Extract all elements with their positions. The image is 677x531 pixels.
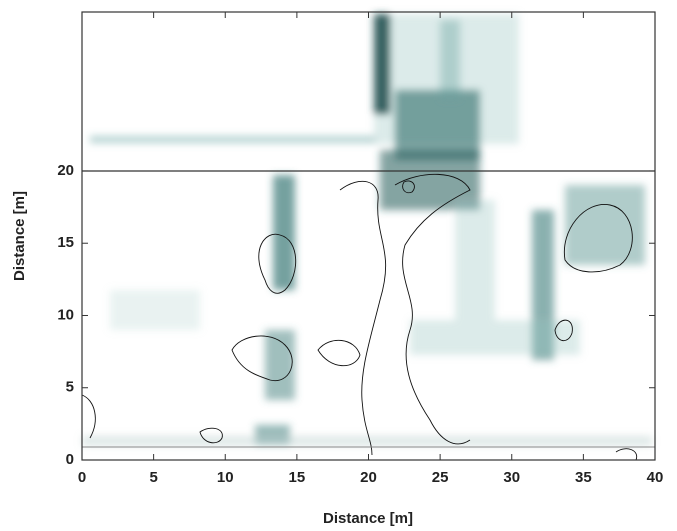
y-axis-label: Distance [m] — [11, 191, 28, 281]
x-tick-label: 30 — [503, 469, 520, 486]
contour — [563, 204, 633, 273]
contour — [554, 319, 573, 341]
x-tick-label: 0 — [78, 469, 86, 486]
intensity-field — [82, 14, 652, 446]
x-axis-label: Distance [m] — [323, 510, 413, 527]
contour — [258, 233, 297, 294]
contour — [317, 340, 361, 367]
y-tick-label: 5 — [66, 379, 74, 396]
contour — [394, 173, 471, 445]
contour — [615, 448, 638, 461]
x-tick-label: 5 — [149, 469, 157, 486]
y-tick-label: 0 — [66, 451, 74, 468]
contour — [81, 394, 96, 439]
x-tick-label: 20 — [360, 469, 377, 486]
x-tick-label: 25 — [432, 469, 449, 486]
y-tick-label: 10 — [57, 306, 74, 323]
contour — [402, 180, 415, 194]
x-tick-label: 10 — [217, 469, 234, 486]
contour — [231, 335, 293, 382]
contour — [199, 427, 223, 444]
x-tick-label: 35 — [575, 469, 592, 486]
contours — [81, 173, 638, 461]
y-tick-label: 15 — [57, 234, 74, 251]
y-tick-label: 20 — [57, 162, 74, 179]
x-tick-label: 15 — [289, 469, 306, 486]
x-tick-label: 40 — [647, 469, 664, 486]
contour — [339, 180, 387, 456]
